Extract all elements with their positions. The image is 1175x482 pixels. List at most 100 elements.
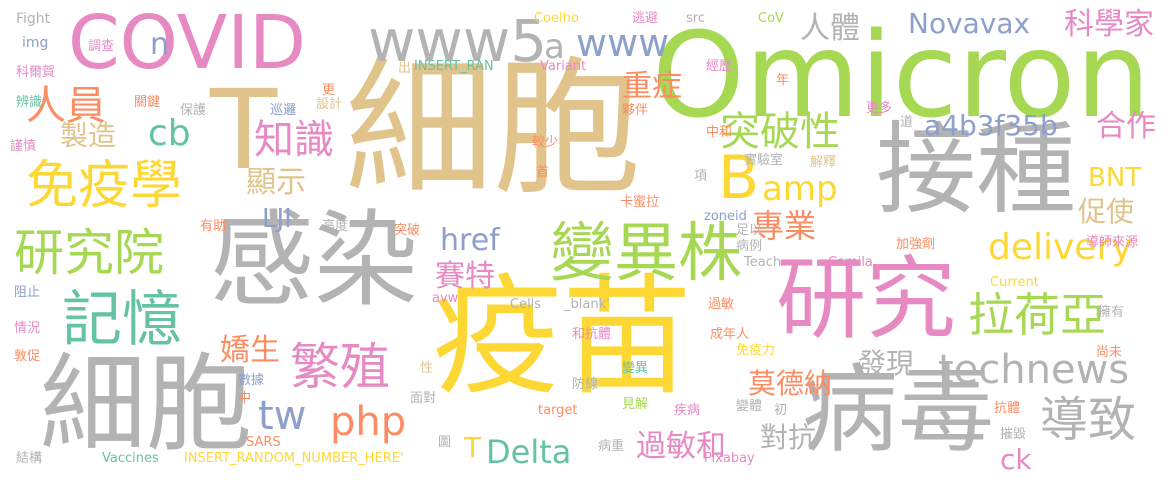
cloud-word: Novavax <box>908 7 1031 40</box>
cloud-word: 敦促 <box>14 349 41 364</box>
cloud-word: href <box>440 223 500 258</box>
cloud-word: 人員 <box>26 83 106 129</box>
cloud-word: 賽特 <box>435 259 495 294</box>
cloud-word: 解釋 <box>810 155 837 170</box>
cloud-word: 病重 <box>598 439 625 454</box>
cloud-word: www5 <box>368 7 548 75</box>
cloud-word: a4b3f35b <box>924 109 1058 142</box>
cloud-word: avw <box>432 291 459 306</box>
cloud-word: 突破性 <box>720 109 840 155</box>
cloud-word: 數據 <box>238 373 265 388</box>
cloud-word: 細胞 <box>40 343 252 466</box>
cloud-word: 專業 <box>752 207 817 245</box>
cloud-word: 有助 <box>200 219 227 234</box>
cloud-word: 道 <box>900 115 914 130</box>
cloud-word: 病例 <box>736 239 763 254</box>
cloud-word: www <box>576 21 670 65</box>
cloud-word: 調查 <box>88 39 115 54</box>
cloud-word: 變異株 <box>550 217 742 291</box>
cloud-word: 擁有 <box>1098 305 1125 320</box>
cloud-word: 出 <box>398 61 412 76</box>
cloud-word: Variant <box>540 59 587 74</box>
cloud-word: 較少 <box>532 135 559 150</box>
cloud-word: 高度 <box>322 219 349 234</box>
cloud-word: SARS <box>246 435 281 450</box>
cloud-word: delivery <box>988 227 1133 268</box>
cloud-word: 顯示 <box>246 165 306 200</box>
cloud-word: img <box>22 35 49 51</box>
cloud-word: src <box>686 11 705 26</box>
cloud-word: php <box>330 399 407 445</box>
cloud-word: 感染 <box>210 199 419 321</box>
cloud-word: 重症 <box>622 69 682 104</box>
cloud-word: 初 <box>774 403 788 418</box>
cloud-word: 首 <box>536 165 550 180</box>
cloud-word: 科爾賀 <box>16 65 56 80</box>
cloud-word: 拉荷亞 <box>968 288 1106 342</box>
cloud-word: CoV <box>758 11 784 26</box>
cloud-word: n <box>150 27 170 62</box>
cloud-word: 巡邏 <box>270 103 297 118</box>
cloud-word: 變異 <box>622 361 649 376</box>
cloud-word: 年 <box>776 73 790 88</box>
cloud-word: 關鍵 <box>134 95 161 110</box>
cloud-word: zoneid <box>704 209 747 224</box>
cloud-word: 促使 <box>1078 195 1135 228</box>
cloud-word: 實驗室 <box>744 153 784 168</box>
cloud-word: 莫德納 <box>748 367 833 400</box>
cloud-word: 謹慎 <box>10 139 37 154</box>
cloud-word: target <box>538 403 578 418</box>
cloud-word: 導致 <box>1040 392 1137 448</box>
cloud-word: 見解 <box>622 397 649 412</box>
cloud-word: 逃避 <box>632 11 659 26</box>
cloud-word: LJI <box>262 204 292 234</box>
cloud-word: 記憶 <box>62 285 182 355</box>
cloud-word: INSERT_RAN <box>414 59 494 74</box>
cloud-word: amp <box>762 169 838 209</box>
cloud-word: 抗體 <box>994 401 1021 416</box>
cloud-word: ck <box>1000 443 1032 476</box>
cloud-word: 項 <box>694 169 708 184</box>
cloud-word: 辨識 <box>16 95 43 110</box>
cloud-word: 研究院 <box>14 224 164 282</box>
cloud-word: 變體 <box>736 399 763 414</box>
cloud-word: 繁殖 <box>290 338 390 396</box>
cloud-word: 保護 <box>180 103 207 118</box>
cloud-word: 發現 <box>858 347 915 380</box>
cloud-word: 摧毀 <box>1000 427 1027 442</box>
cloud-word: 更 <box>322 83 336 98</box>
cloud-word: 合作 <box>1096 109 1156 144</box>
cloud-word: Current <box>990 275 1039 290</box>
cloud-word: BNT <box>1088 163 1142 193</box>
cloud-word: Pixabay <box>704 451 755 466</box>
cloud-word: Fight <box>16 11 51 27</box>
cloud-word: 病毒 <box>802 354 994 466</box>
cloud-word: _blank' <box>564 297 610 312</box>
cloud-word: 中 <box>238 391 252 406</box>
cloud-word: technews <box>938 347 1130 393</box>
cloud-word: 情況 <box>14 321 41 336</box>
cloud-word: 設計 <box>316 97 343 112</box>
cloud-word: 和抗體 <box>572 327 612 342</box>
cloud-word: 疾病 <box>674 403 701 418</box>
cloud-word: 卡蜜拉 <box>620 195 660 210</box>
cloud-word: tw <box>258 393 307 439</box>
cloud-word: 免疫力 <box>736 343 776 358</box>
cloud-word: 中和 <box>706 125 733 140</box>
cloud-word: Coelho <box>534 11 579 26</box>
cloud-word: 足以 <box>736 223 763 238</box>
cloud-word: 成年人 <box>710 327 750 342</box>
cloud-word: 製造 <box>60 119 117 152</box>
cloud-word: 接種 <box>876 111 1076 228</box>
cloud-word: 防線 <box>572 377 599 392</box>
cloud-word: Camila <box>828 255 873 270</box>
cloud-word: INSERT_RANDOM_NUMBER_HERE' <box>184 451 404 466</box>
cloud-word: 免疫學 <box>26 156 183 216</box>
cloud-word: Delta <box>486 433 572 471</box>
cloud-word: Cells <box>510 297 542 312</box>
cloud-word: 疫苗 <box>432 261 693 413</box>
cloud-word: 細胞 <box>345 43 641 215</box>
cloud-word: 科學家 <box>1064 7 1154 42</box>
cloud-word: 性 <box>420 361 434 376</box>
